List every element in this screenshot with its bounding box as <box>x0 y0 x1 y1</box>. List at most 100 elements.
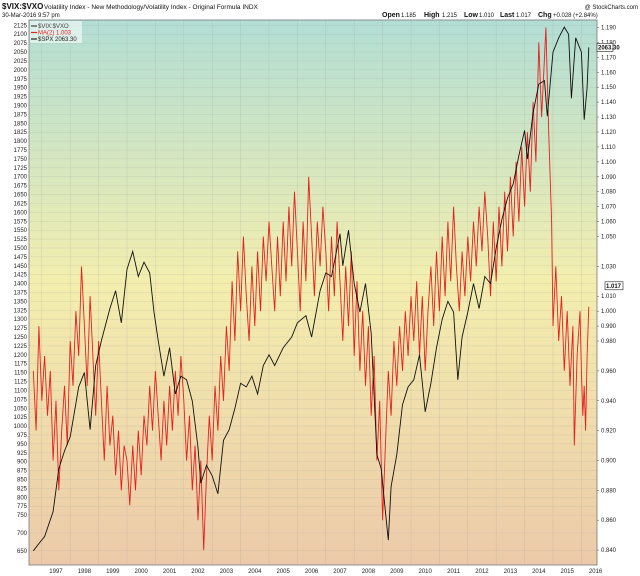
y-right-tick-label: 1.030 <box>601 264 617 270</box>
y-right-tick-label: 1.130 <box>601 115 617 121</box>
y-left-tick-label: 1525 <box>14 237 28 243</box>
y-left-tick-label: 850 <box>17 478 28 484</box>
x-tick-label: 2013 <box>504 569 518 575</box>
y-left-tick-label: 1925 <box>14 95 28 101</box>
svg-text:2063.30: 2063.30 <box>598 46 620 52</box>
y-left-tick-label: 1000 <box>14 424 28 430</box>
y-right-tick-label: 0.900 <box>601 458 617 464</box>
y-right-tick-label: 1.100 <box>601 160 617 166</box>
y-left-tick-label: 1650 <box>14 193 28 199</box>
y-left-tick-label: 1575 <box>14 219 28 225</box>
y-left-tick-label: 950 <box>17 442 28 448</box>
open-label: Open <box>382 12 400 19</box>
y-left-tick-label: 800 <box>17 495 28 501</box>
chart-datetime: 30-Mar-2016 9:57 pm <box>2 13 60 19</box>
y-left-tick-label: 650 <box>17 549 28 555</box>
y-right-tick-label: 0.990 <box>601 324 617 330</box>
ratio-price-tag: 1.017 <box>604 281 624 291</box>
y-left-tick-label: 1875 <box>14 112 28 118</box>
y-left-tick-label: 1200 <box>14 353 28 359</box>
y-left-tick-label: 775 <box>17 504 28 510</box>
y-right-tick-label: 0.980 <box>601 339 617 345</box>
last-label: Last <box>500 12 515 19</box>
y-left-tick-label: 1500 <box>14 246 28 252</box>
y-left-tick-label: 975 <box>17 433 28 439</box>
y-left-tick-label: 2125 <box>14 23 28 29</box>
quote-row: Open 1.185 High 1.215 Low 1.010 Last 1.0… <box>382 12 598 19</box>
y-right-tick-label: 1.170 <box>601 55 617 61</box>
y-left-tick-label: 1400 <box>14 282 28 288</box>
x-tick-label: 2008 <box>362 569 376 575</box>
legend-item-ma: MA(2) 1.003 <box>38 31 72 37</box>
y-left-tick-label: 1150 <box>14 371 28 377</box>
y-left-tick-label: 1625 <box>14 201 28 207</box>
y-left-tick-label: 1300 <box>14 317 28 323</box>
low-value: 1.010 <box>479 13 495 19</box>
y-left-tick-label: 1475 <box>14 255 28 261</box>
y-right-tick-label: 0.960 <box>601 369 617 375</box>
x-tick-label: 2014 <box>532 569 546 575</box>
y-left-tick-label: 1825 <box>14 130 28 136</box>
y-left-tick-label: 1975 <box>14 77 28 83</box>
y-left-tick-label: 1900 <box>14 103 28 109</box>
high-value: 1.215 <box>442 13 458 19</box>
y-left-tick-label: 2025 <box>14 59 28 65</box>
x-axis: 1997 1998 1999 2000 2001 2002 2003 2004 2005 2006… <box>49 569 603 575</box>
chart-symbol: $VIX:$VXO <box>2 2 43 11</box>
y-right-tick-label: 1.080 <box>601 190 617 196</box>
y-left-tick-label: 1675 <box>14 184 28 190</box>
ma-ratio-series-line <box>32 27 590 551</box>
y-right-tick-label: 1.110 <box>601 145 616 151</box>
low-label: Low <box>464 12 479 19</box>
x-tick-label: 2011 <box>447 569 461 575</box>
last-value: 1.017 <box>516 13 532 19</box>
y-left-tick-label: 750 <box>17 513 28 519</box>
y-left-tick-label: 1250 <box>14 335 28 341</box>
high-label: High <box>424 12 440 19</box>
chg-label: Chg <box>538 12 552 19</box>
y-right-tick-label: 1.010 <box>601 294 617 300</box>
chg-value: +0.028 (+2.84%) <box>553 13 598 19</box>
spx-price-tag: 2063.30 <box>596 43 620 52</box>
y-left-tick-label: 825 <box>17 486 28 492</box>
y-left-tick-label: 1350 <box>14 299 28 305</box>
x-tick-label: 2015 <box>561 569 575 575</box>
y-left-tick-label: 2050 <box>14 50 28 56</box>
y-left-tick-label: 900 <box>17 460 28 466</box>
x-tick-label: 2010 <box>419 569 433 575</box>
y-left-tick-label: 2075 <box>14 41 28 47</box>
y-right-tick-label: 1.160 <box>601 70 617 76</box>
x-tick-label: 2001 <box>163 569 177 575</box>
x-tick-label: 1998 <box>78 569 92 575</box>
y-left-tick-label: 1850 <box>14 121 28 127</box>
y-left-tick-label: 1600 <box>14 210 28 216</box>
y-right-tick-label: 1.090 <box>601 175 617 181</box>
y-right-tick-label: 1.060 <box>601 220 617 226</box>
watermark: @ StockCharts.com <box>585 5 638 11</box>
y-right-tick-label: 0.860 <box>601 518 617 524</box>
x-tick-label: 2009 <box>390 569 404 575</box>
y-left-tick-label: 1700 <box>14 175 28 181</box>
y-right-tick-label: 0.840 <box>601 548 617 554</box>
y-left-tick-label: 1275 <box>14 326 28 332</box>
chart-description: Volatility Index - New Methodology/Volat… <box>44 4 259 11</box>
svg-text:1.017: 1.017 <box>606 284 622 290</box>
y-axis-right: 0.840 0.860 0.880 0.900 0.920 0.940 0.960 0.980… <box>597 25 617 554</box>
x-tick-label: 2012 <box>475 569 489 575</box>
y-left-tick-label: 1175 <box>14 362 28 368</box>
open-value: 1.185 <box>401 13 417 19</box>
y-left-tick-label: 2100 <box>14 32 28 38</box>
x-tick-label: 2004 <box>248 569 262 575</box>
y-left-tick-label: 1325 <box>14 308 28 314</box>
x-tick-label: 2016 <box>589 569 603 575</box>
y-left-tick-label: 1075 <box>14 397 28 403</box>
y-right-tick-label: 1.070 <box>601 205 617 211</box>
y-right-tick-label: 1.150 <box>601 85 617 91</box>
y-left-tick-label: 1725 <box>14 166 28 172</box>
x-tick-label: 2000 <box>135 569 149 575</box>
y-left-tick-label: 1225 <box>14 344 28 350</box>
x-tick-label: 1999 <box>106 569 120 575</box>
y-right-tick-label: 1.120 <box>601 130 617 136</box>
y-left-tick-label: 1025 <box>14 415 28 421</box>
